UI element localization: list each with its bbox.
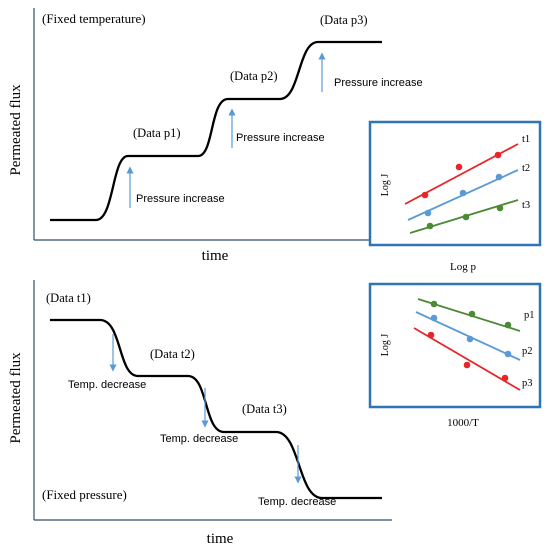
inset-top-point-t2-3 [495,173,503,181]
inset-top-frame [368,120,542,247]
top-step-label-p1: (Data p1) [133,126,181,140]
inset-top-point-t2-2 [459,189,467,197]
inset-bottom-series-label-p2: p2 [522,346,533,357]
inset-top-point-t3-1 [426,222,434,230]
inset-bottom-point-p2-3 [504,350,512,358]
inset-top-x-label: Log p [450,261,476,273]
top-x-axis-label: time [202,248,229,264]
top-arrow-label-2: Pressure increase [236,132,325,144]
top-step-label-p3: (Data p3) [320,13,368,27]
bottom-step-label-t3: (Data t3) [242,402,287,416]
inset-top-series-label-t3: t3 [522,200,530,211]
bottom-step-label-t2: (Data t2) [150,347,195,361]
inset-bottom-series-label-p1: p1 [524,310,535,321]
inset-bottom-point-p1-1 [430,300,438,308]
inset-bottom-series-label-p3: p3 [522,378,533,389]
inset-top: Log J Log p t1 t2 t3 [368,120,542,273]
top-condition-label: (Fixed temperature) [42,11,146,26]
top-panel: (Fixed temperature) Permeated flux time … [8,8,423,264]
inset-bottom-y-label: Log J [380,334,391,357]
inset-bottom-point-p1-2 [468,310,476,318]
inset-top-y-label: Log J [380,174,391,197]
bottom-condition-label: (Fixed pressure) [42,487,127,502]
inset-bottom-point-p3-3 [501,374,509,382]
inset-top-point-t1-1 [421,191,429,199]
inset-bottom-frame [368,282,542,409]
bottom-step-label-t1: (Data t1) [46,291,91,305]
inset-bottom-point-p1-3 [504,321,512,329]
inset-top-point-t3-3 [496,204,504,212]
bottom-panel: Permeated flux time (Fixed pressure) (Da… [8,280,392,547]
inset-bottom-x-label: 1000/T [447,417,479,429]
inset-bottom-point-p3-1 [427,331,435,339]
top-y-axis-label: Permeated flux [8,84,24,176]
inset-top-series-label-t2: t2 [522,163,530,174]
top-flux-curve [50,40,382,222]
bottom-flux-curve [50,318,382,500]
inset-bottom-point-p3-2 [463,361,471,369]
bottom-x-axis-label: time [207,531,234,547]
bottom-arrow-label-2: Temp. decrease [160,433,238,445]
inset-top-series-label-t1: t1 [522,134,530,145]
inset-bottom-point-p2-1 [430,314,438,322]
inset-top-point-t2-1 [424,209,432,217]
inset-top-point-t3-2 [462,213,470,221]
inset-bottom: Log J 1000/T p1 p2 p3 [368,282,542,429]
bottom-arrow-label-1: Temp. decrease [68,379,146,391]
top-step-label-p2: (Data p2) [230,69,278,83]
bottom-arrow-label-3: Temp. decrease [258,496,336,508]
inset-bottom-point-p2-2 [466,335,474,343]
inset-top-point-t1-3 [494,151,502,159]
top-arrow-label-3: Pressure increase [334,77,423,89]
top-arrow-label-1: Pressure increase [136,193,225,205]
inset-top-point-t1-2 [455,163,463,171]
bottom-y-axis-label: Permeated flux [8,352,24,444]
